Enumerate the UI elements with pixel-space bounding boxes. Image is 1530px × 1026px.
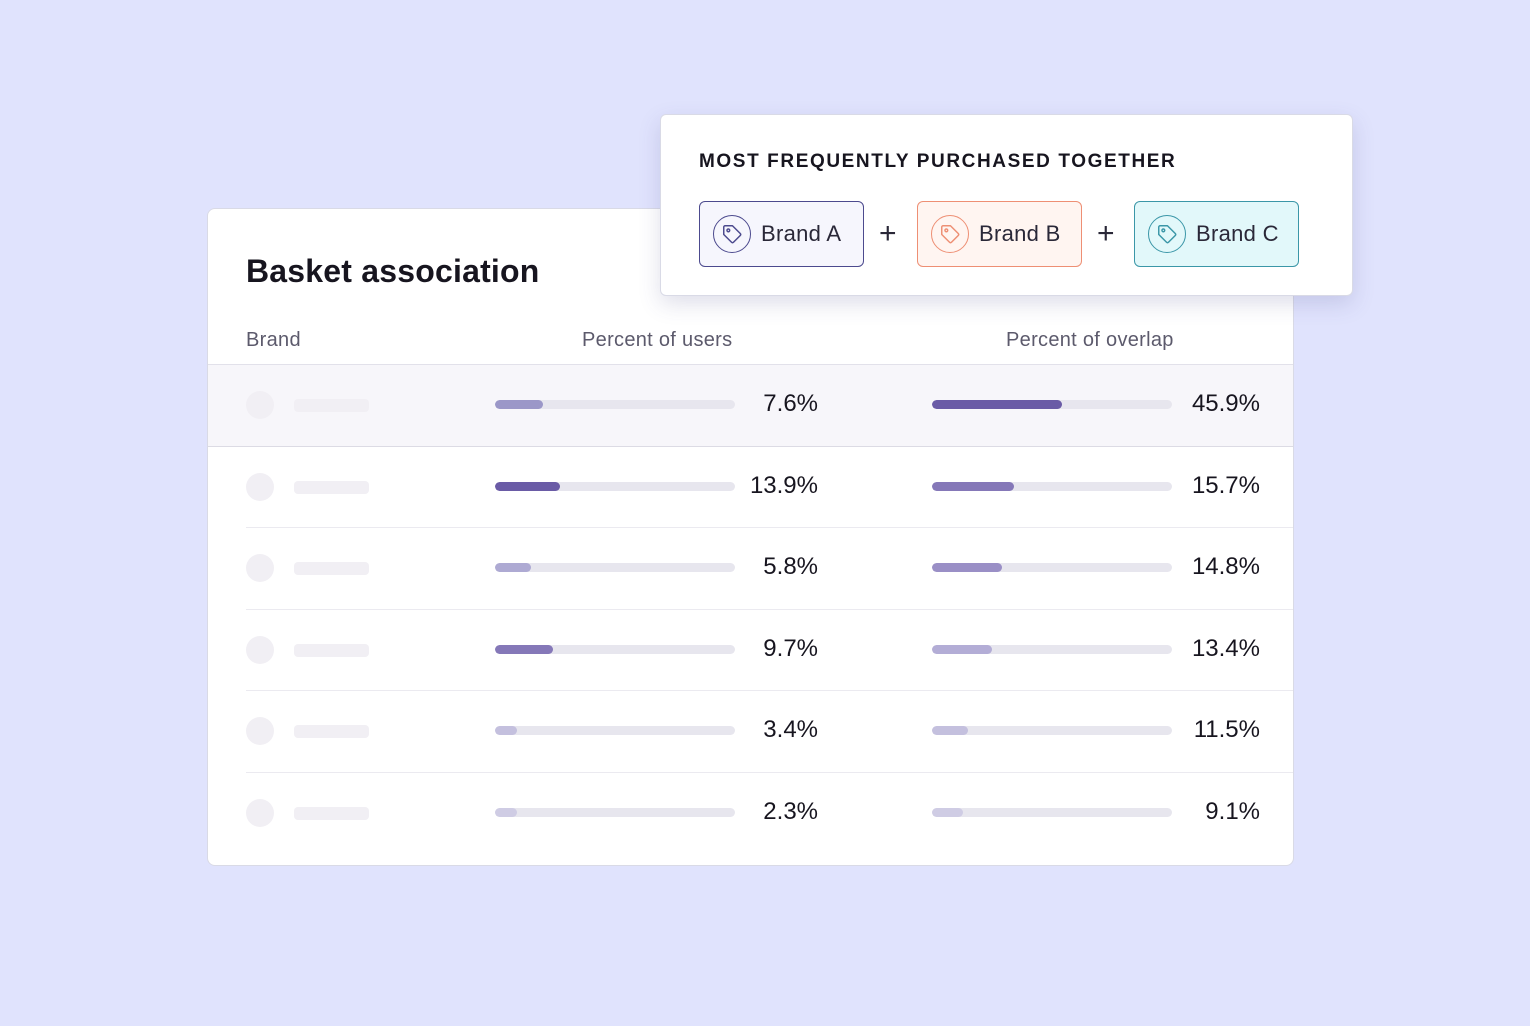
- percent-of-overlap-bar: [932, 400, 1172, 409]
- percent-of-users-bar: [495, 726, 735, 736]
- brand-avatar-placeholder: [246, 635, 274, 664]
- percent-of-users-value: 13.9%: [749, 471, 818, 499]
- brand-name-placeholder: [294, 399, 369, 412]
- percent-of-users-bar: [495, 807, 735, 817]
- header-divider: [208, 364, 1293, 365]
- popup-title: MOST FREQUENTLY PURCHASED TOGETHER: [699, 151, 1177, 172]
- brand-name-placeholder: [294, 643, 369, 657]
- percent-of-overlap-value: 11.5%: [1193, 716, 1260, 744]
- tag-icon: [931, 215, 969, 253]
- percent-of-users-bar: [495, 644, 735, 654]
- percent-of-users-bar: [495, 400, 735, 409]
- brand-a-chip[interactable]: Brand A: [699, 201, 864, 267]
- brand-a-label: Brand A: [761, 221, 842, 246]
- column-header-percent-of-overlap[interactable]: Percent of overlap: [1006, 329, 1174, 351]
- brand-c-chip[interactable]: Brand C: [1134, 201, 1299, 267]
- percent-of-overlap-value: 13.4%: [1191, 634, 1260, 662]
- brand-name-placeholder: [294, 562, 369, 576]
- brand-c-label: Brand C: [1196, 221, 1279, 246]
- percent-of-overlap-bar: [932, 807, 1172, 817]
- table-row[interactable]: 13.9% 15.7%: [208, 447, 1293, 529]
- percent-of-overlap-bar-fill: [932, 481, 1014, 491]
- percent-of-overlap-value: 14.8%: [1191, 553, 1260, 581]
- percent-of-overlap-value: 15.7%: [1191, 471, 1260, 499]
- percent-of-overlap-bar-fill: [932, 644, 992, 654]
- tag-icon: [1148, 215, 1186, 253]
- percent-of-users-bar-fill: [495, 807, 517, 817]
- table-row[interactable]: 7.6% 45.9%: [208, 365, 1293, 447]
- brand-avatar-placeholder: [246, 798, 274, 827]
- percent-of-users-bar: [495, 481, 735, 491]
- percent-of-overlap-bar-fill: [932, 563, 1002, 573]
- brand-name-placeholder: [294, 725, 369, 739]
- table-row[interactable]: 5.8% 14.8%: [208, 528, 1293, 610]
- row-divider: [246, 771, 1293, 773]
- percent-of-users-value: 2.3%: [763, 797, 818, 825]
- brand-avatar-placeholder: [246, 554, 274, 583]
- percent-of-users-bar-fill: [495, 481, 560, 491]
- plus-icon: +: [879, 217, 897, 250]
- row-divider: [246, 608, 1293, 610]
- percent-of-users-bar: [495, 563, 735, 573]
- brand-b-label: Brand B: [979, 221, 1061, 246]
- percent-of-users-bar-fill: [495, 400, 543, 409]
- percent-of-overlap-bar-fill: [932, 400, 1062, 409]
- percent-of-users-value: 9.7%: [763, 634, 818, 662]
- card-title: Basket association: [246, 253, 540, 289]
- percent-of-overlap-bar: [932, 644, 1172, 654]
- brand-b-chip[interactable]: Brand B: [917, 201, 1082, 267]
- percent-of-users-bar-fill: [495, 563, 531, 573]
- percent-of-overlap-bar: [932, 726, 1172, 736]
- brand-avatar-placeholder: [246, 717, 274, 746]
- percent-of-overlap-bar-fill: [932, 807, 964, 817]
- brand-name-placeholder: [294, 806, 369, 820]
- table-row[interactable]: 9.7% 13.4%: [208, 610, 1293, 692]
- frequently-purchased-popup: MOST FREQUENTLY PURCHASED TOGETHER Brand…: [660, 114, 1353, 296]
- percent-of-users-value: 7.6%: [763, 390, 818, 417]
- brand-avatar-placeholder: [246, 472, 274, 501]
- table-body: 7.6% 45.9% 13.9% 15.7% 5.8% 14.8% 9.7% 13.4% 3.4…: [208, 365, 1293, 855]
- percent-of-users-bar-fill: [495, 644, 553, 654]
- table-row[interactable]: 3.4% 11.5%: [208, 691, 1293, 773]
- column-header-brand[interactable]: Brand: [246, 329, 301, 351]
- row-divider: [246, 690, 1293, 692]
- column-header-percent-of-users[interactable]: Percent of users: [582, 329, 733, 351]
- row-divider: [246, 527, 1293, 529]
- table-row[interactable]: 2.3% 9.1%: [208, 773, 1293, 855]
- percent-of-overlap-value: 9.1%: [1205, 797, 1260, 825]
- percent-of-overlap-bar: [932, 481, 1172, 491]
- brand-name-placeholder: [294, 480, 369, 494]
- tag-icon: [713, 215, 751, 253]
- percent-of-users-value: 5.8%: [763, 553, 818, 581]
- brand-avatar-placeholder: [246, 391, 274, 419]
- plus-icon: +: [1097, 217, 1115, 250]
- percent-of-users-value: 3.4%: [763, 716, 818, 744]
- basket-association-card: Basket association Brand Percent of user…: [207, 208, 1294, 866]
- percent-of-overlap-bar: [932, 563, 1172, 573]
- percent-of-users-bar-fill: [495, 726, 517, 736]
- percent-of-overlap-bar-fill: [932, 726, 968, 736]
- percent-of-overlap-value: 45.9%: [1191, 390, 1260, 417]
